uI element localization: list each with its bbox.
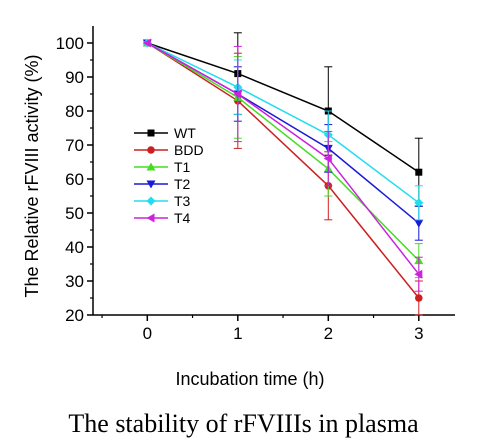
series-line-t4 bbox=[146, 42, 420, 275]
chart-ticks: 20 30 40 50 60 70 80 90 100 0 1 2 3 bbox=[56, 34, 424, 343]
x-tick-label: 0 bbox=[143, 324, 152, 343]
marker-t4 bbox=[233, 89, 242, 99]
figure-caption: The stability of rFVIIIs in plasma bbox=[68, 409, 419, 438]
y-tick-label: 60 bbox=[65, 170, 84, 189]
legend-label-t4: T4 bbox=[174, 210, 191, 226]
y-tick-label: 50 bbox=[65, 204, 84, 223]
legend-marker-t4 bbox=[146, 213, 155, 223]
chart-series bbox=[142, 32, 424, 316]
marker-wt bbox=[415, 168, 423, 176]
marker-t4 bbox=[414, 269, 423, 279]
legend-label-wt: WT bbox=[174, 125, 196, 141]
y-tick-label: 90 bbox=[65, 68, 84, 87]
marker-bdd bbox=[415, 294, 423, 302]
legend-label-t3: T3 bbox=[174, 193, 191, 209]
legend-marker-t2 bbox=[146, 180, 156, 189]
y-tick-label: 70 bbox=[65, 136, 84, 155]
x-tick-label: 1 bbox=[233, 324, 242, 343]
series-t4 bbox=[142, 38, 423, 292]
y-tick-label: 40 bbox=[65, 238, 84, 257]
marker-t4 bbox=[323, 154, 332, 164]
legend-label-bdd: BDD bbox=[174, 142, 204, 158]
y-tick-label: 80 bbox=[65, 102, 84, 121]
legend-label-t2: T2 bbox=[174, 176, 191, 192]
legend-item-bdd: BDD bbox=[134, 142, 204, 158]
marker-t3 bbox=[414, 198, 424, 208]
legend-item-t2: T2 bbox=[134, 176, 191, 192]
y-tick-label: 100 bbox=[56, 34, 84, 53]
chart-axes bbox=[92, 26, 455, 316]
legend-marker-t3 bbox=[146, 196, 156, 206]
legend-item-t3: T3 bbox=[134, 193, 191, 209]
legend-marker-t1 bbox=[146, 162, 156, 171]
series-line-wt bbox=[147, 42, 420, 173]
legend-item-wt: WT bbox=[134, 125, 196, 141]
y-tick-label: 20 bbox=[65, 306, 84, 325]
legend-label-t1: T1 bbox=[174, 159, 191, 175]
y-tick-label: 30 bbox=[65, 272, 84, 291]
legend-item-t1: T1 bbox=[134, 159, 191, 175]
y-axis-label: The Relative rFVIII activity (%) bbox=[22, 54, 42, 297]
x-axis-label: Incubation time (h) bbox=[175, 369, 324, 389]
legend-marker-wt bbox=[147, 129, 155, 137]
marker-t4 bbox=[142, 38, 151, 48]
series-line-bdd bbox=[146, 42, 420, 299]
x-tick-label: 3 bbox=[414, 324, 423, 343]
legend-item-t4: T4 bbox=[134, 210, 191, 226]
series-line-t3 bbox=[146, 42, 420, 204]
series-line-t1 bbox=[146, 42, 420, 262]
x-tick-label: 2 bbox=[324, 324, 333, 343]
marker-t2 bbox=[414, 219, 424, 228]
legend-marker-bdd bbox=[147, 146, 155, 154]
